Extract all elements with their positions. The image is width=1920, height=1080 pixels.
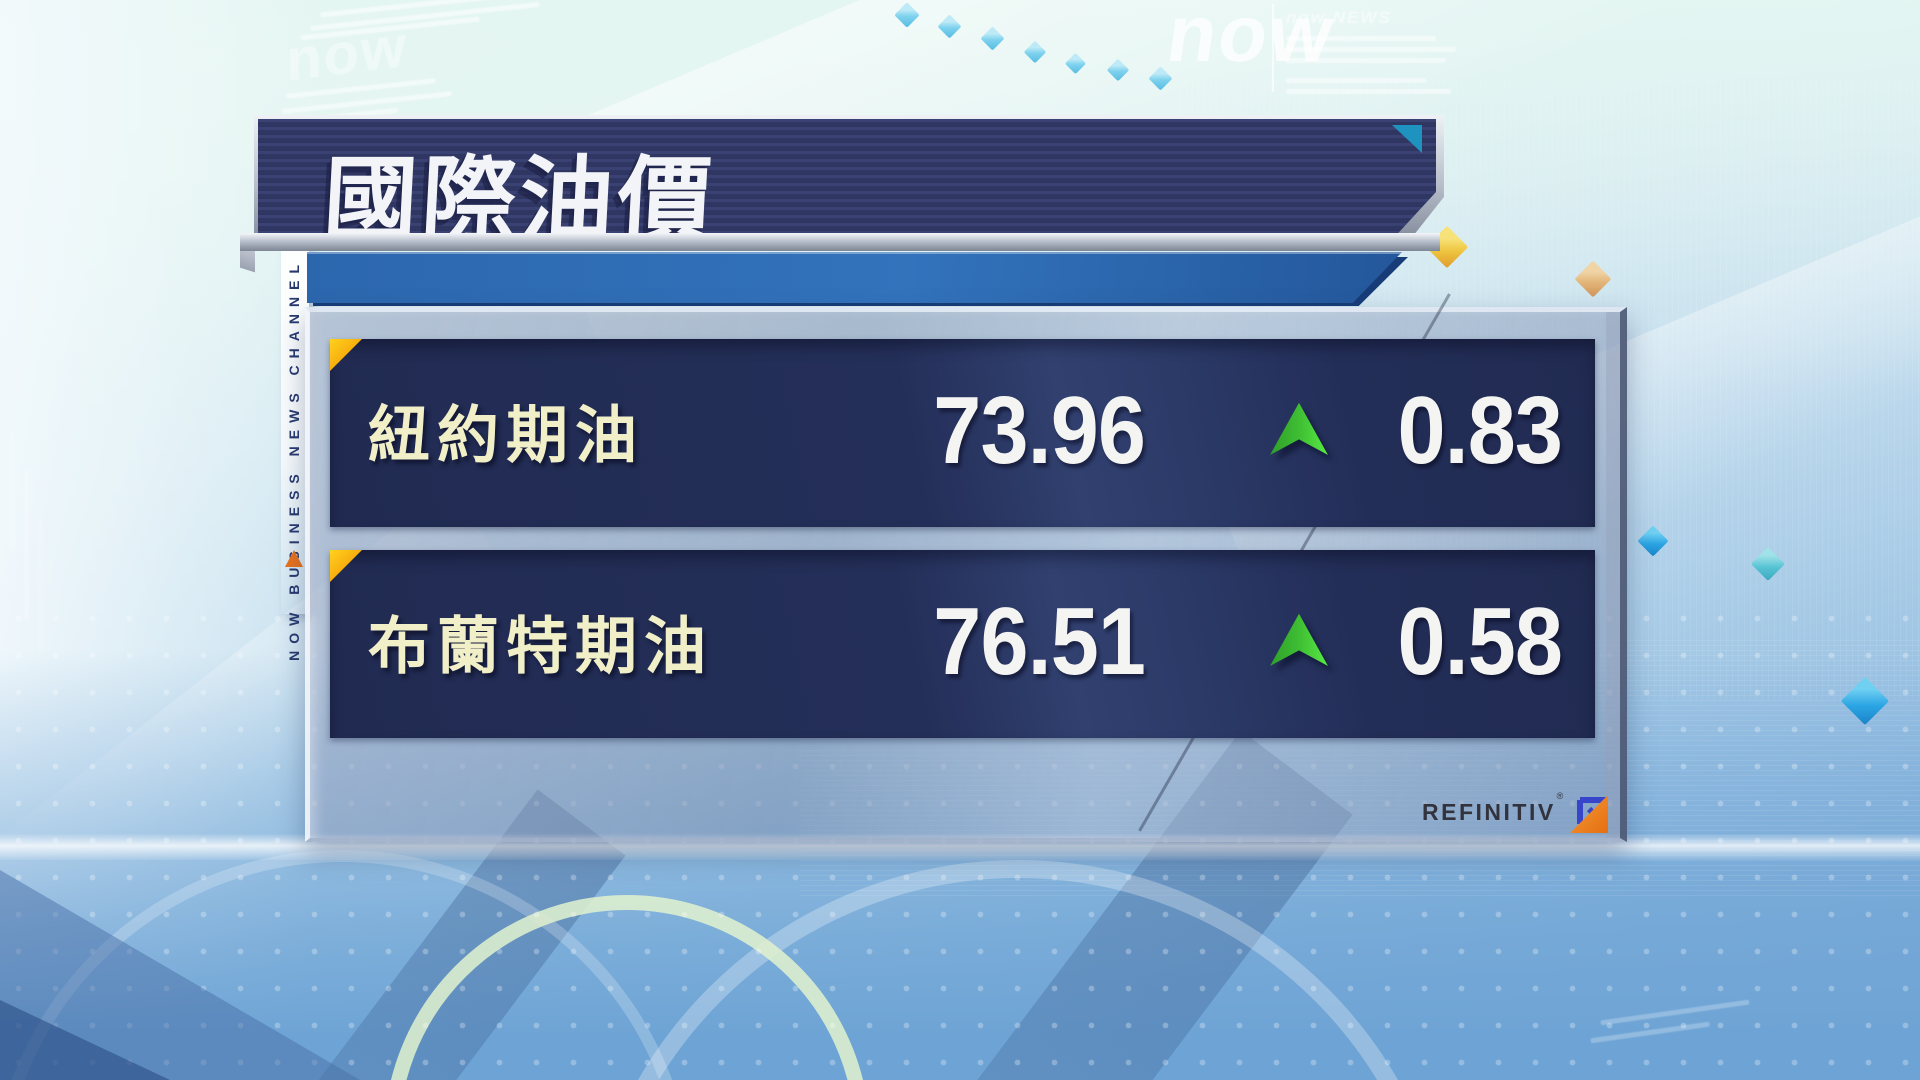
divider-line: [1272, 4, 1274, 92]
price-value: 73.96: [933, 376, 1146, 484]
price-value: 76.51: [933, 587, 1146, 695]
instrument-label: 紐約期油: [368, 401, 645, 471]
change-value: 0.58: [1397, 587, 1562, 695]
faint-text-line: [1286, 58, 1446, 63]
refinitiv-wordmark: REFINITIV®: [1422, 790, 1564, 825]
trademark-symbol: ®: [1556, 790, 1564, 801]
up-arrow-icon: [1270, 613, 1328, 666]
now-news-caption: now NEWS: [1286, 8, 1392, 27]
faint-text-line: [24, 470, 29, 620]
orange-triangle-icon: [285, 550, 303, 567]
quote-row-brent-crude: 布蘭特期油 76.51 0.58: [330, 550, 1595, 738]
change-value: 0.83: [1397, 376, 1562, 484]
faint-text-line: [1286, 47, 1456, 52]
teal-corner-triangle-icon: [1392, 125, 1422, 153]
channel-name-vertical: NOW BUSINESS NEWS CHANNEL: [286, 258, 302, 661]
title-bar-inner: 國際油價: [258, 119, 1436, 233]
faint-text-line: [1286, 78, 1426, 83]
blue-accent-bar: [307, 252, 1402, 303]
faint-text-line: [1286, 89, 1451, 94]
channel-strip: NOW BUSINESS NEWS CHANNEL: [281, 246, 309, 661]
faint-text-line: [38, 520, 43, 650]
quote-panel: 紐約期油 73.96 0.83 布蘭特期油 76.51 0.58: [305, 293, 1627, 842]
yellow-corner-triangle-icon: [330, 550, 362, 582]
title-shelf: [240, 233, 1440, 251]
faint-text-line: [10, 430, 15, 550]
instrument-label: 布蘭特期油: [368, 612, 714, 682]
title-bar: 國際油價: [254, 115, 1444, 239]
quote-row-ny-crude: 紐約期油 73.96 0.83: [330, 339, 1595, 527]
up-arrow-icon: [1270, 402, 1328, 455]
faint-text-line: [1286, 36, 1436, 41]
yellow-corner-triangle-icon: [330, 339, 362, 371]
